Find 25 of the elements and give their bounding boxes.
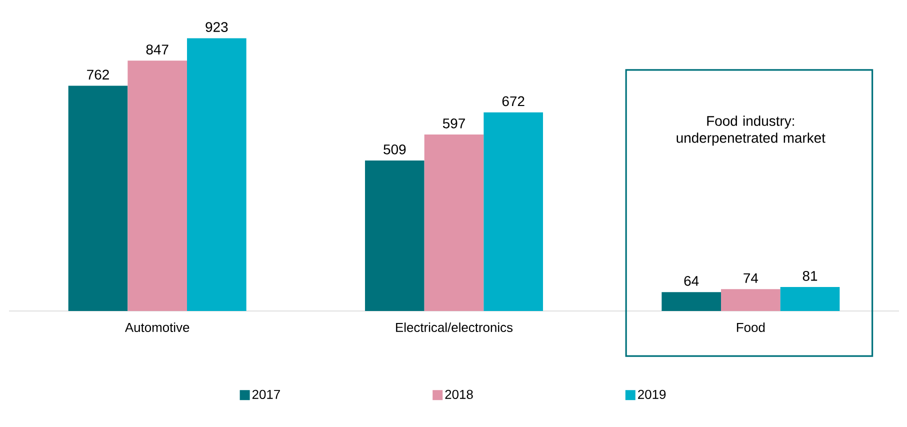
legend-label: 2017 <box>252 390 280 399</box>
data-label: 509 <box>384 144 406 154</box>
data-label: 847 <box>146 44 168 54</box>
bar <box>424 134 484 311</box>
x-tick-label: Automotive <box>124 322 190 332</box>
bar <box>187 38 246 311</box>
data-label: 762 <box>87 70 109 80</box>
legend-label: 2019 <box>638 390 666 399</box>
bar <box>780 287 840 311</box>
legend-label: 2018 <box>445 390 473 399</box>
annotation: Food industry: underpenetrated market <box>676 116 826 146</box>
bar <box>128 60 187 311</box>
bar <box>662 292 722 311</box>
data-label: 81 <box>802 270 818 281</box>
x-tick-label: Food <box>736 322 765 332</box>
data-label: 923 <box>206 22 228 32</box>
bar <box>721 289 780 311</box>
data-label: 74 <box>744 273 758 283</box>
data-label: 64 <box>684 276 699 286</box>
data-label: 597 <box>442 118 465 128</box>
bar <box>68 86 128 311</box>
data-label: 672 <box>502 96 524 106</box>
bar <box>365 160 424 311</box>
x-tick-label: Electrical/electronics <box>396 322 513 332</box>
bar <box>484 112 544 311</box>
